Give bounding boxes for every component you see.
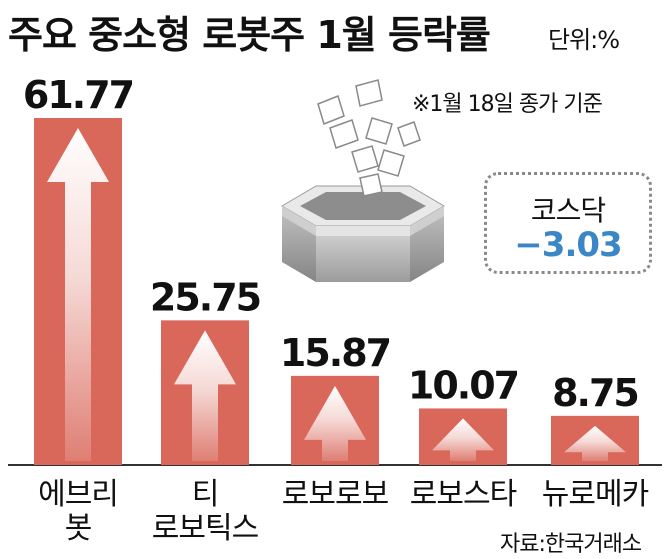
data-label: 8.75 [552, 371, 638, 415]
category-label: 봇 [65, 511, 92, 546]
data-label: 10.07 [408, 363, 518, 407]
chart-title: 주요 중소형 로봇주 1월 등락률 [8, 13, 491, 57]
data-label: 25.75 [150, 275, 260, 319]
unit-label: 단위:% [548, 26, 620, 54]
data-label: 15.87 [280, 331, 390, 375]
up-arrow-icon [304, 385, 366, 461]
category-label: 로보스타 [410, 477, 517, 512]
up-arrow-icon [432, 418, 494, 461]
data-label: 61.77 [23, 73, 133, 117]
kosdaq-label: 코스닥 [530, 194, 606, 227]
category-label: 에브리 [38, 477, 118, 512]
up-arrow-icon [564, 425, 626, 461]
category-label: 로보로보 [282, 477, 389, 512]
reference-note: ※1월 18일 종가 기준 [412, 92, 603, 117]
category-label: 로보틱스 [152, 511, 259, 546]
kosdaq-value: −3.03 [514, 225, 622, 265]
up-arrow-icon [47, 128, 109, 461]
category-label: 티 [192, 477, 219, 512]
kosdaq-callout: 코스닥 −3.03 [484, 172, 652, 274]
ballot-box-illustration [281, 79, 445, 282]
source-note: 자료:한국거래소 [500, 532, 642, 557]
category-label: 뉴로메카 [542, 477, 649, 512]
up-arrow-icon [174, 330, 236, 461]
